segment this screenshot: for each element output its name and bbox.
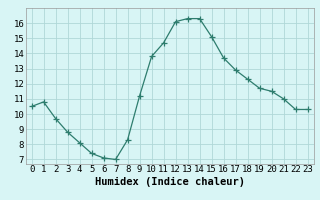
X-axis label: Humidex (Indice chaleur): Humidex (Indice chaleur): [95, 177, 244, 187]
